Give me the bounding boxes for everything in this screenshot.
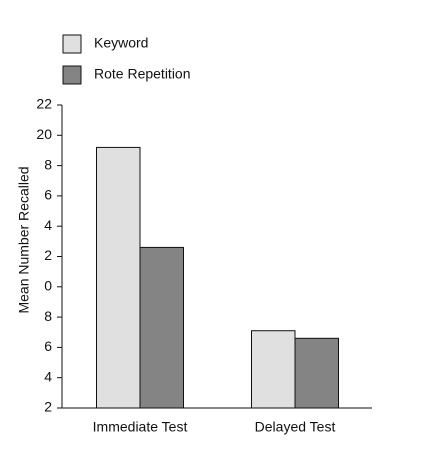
- x-tick-label: Immediate Test: [93, 419, 188, 435]
- y-tick-label: 6: [44, 338, 52, 354]
- legend-label: Keyword: [94, 35, 148, 51]
- y-tick-label: 6: [44, 187, 52, 203]
- bar: [96, 146, 141, 409]
- bar: [294, 337, 339, 409]
- y-tick-label: 8: [44, 156, 52, 172]
- y-tick-label: 4: [44, 217, 52, 233]
- x-tick-label: Delayed Test: [255, 419, 336, 435]
- bar: [139, 246, 184, 409]
- y-tick-label: 0: [44, 278, 52, 294]
- legend-swatch: [62, 65, 82, 85]
- y-tick-label: 20: [36, 126, 52, 142]
- bar: [251, 330, 296, 409]
- legend-label: Rote Repetition: [94, 66, 191, 82]
- y-tick-label: 4: [44, 368, 52, 384]
- y-tick-label: 2: [44, 399, 52, 415]
- y-tick-label: 2: [44, 247, 52, 263]
- y-axis-label: Mean Number Recalled: [16, 166, 32, 313]
- legend-swatch: [62, 34, 82, 54]
- y-tick-label: 22: [36, 96, 52, 112]
- y-tick-label: 8: [44, 308, 52, 324]
